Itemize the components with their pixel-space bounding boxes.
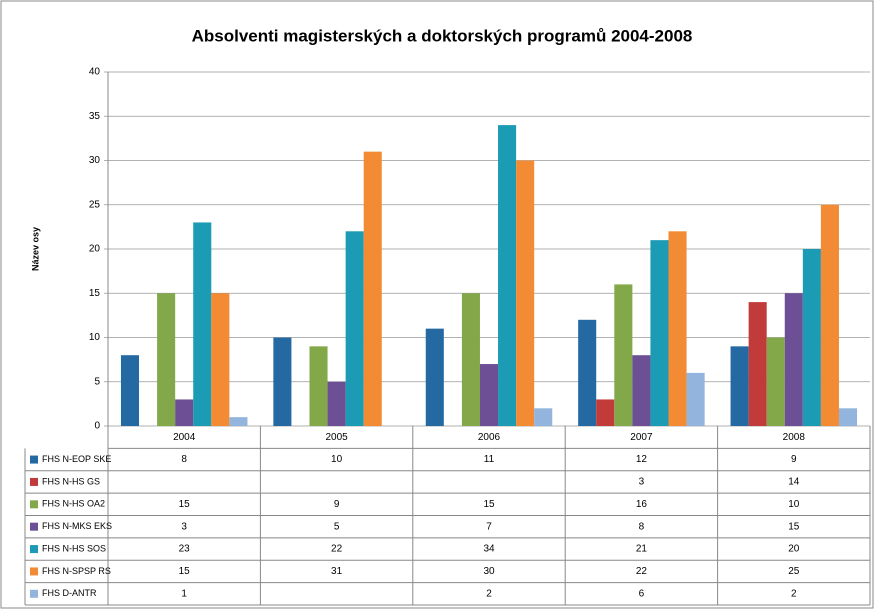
y-tick-label: 30 [89, 155, 101, 166]
legend-label: FHS N-MKS EKS [42, 521, 112, 531]
table-value: 8 [181, 454, 187, 465]
table-value: 9 [791, 454, 797, 465]
y-tick-label: 25 [89, 199, 101, 210]
bar [273, 337, 292, 426]
table-value: 12 [636, 454, 648, 465]
legend-key [30, 455, 38, 464]
table-value: 6 [639, 588, 645, 599]
bar [650, 240, 669, 426]
y-tick-label: 35 [89, 111, 101, 122]
legend-key [30, 567, 38, 576]
table-value: 31 [331, 566, 343, 577]
bar [578, 319, 597, 426]
y-axis-label: Název osy [30, 227, 40, 271]
bar [229, 417, 248, 426]
y-tick-label: 20 [89, 244, 101, 255]
legend-key [30, 477, 38, 486]
bar [498, 125, 517, 426]
x-tick-label: 2008 [783, 432, 806, 443]
table-value: 16 [636, 499, 648, 510]
table-value: 11 [484, 454, 495, 465]
bar [327, 381, 346, 426]
y-tick-label: 5 [94, 376, 100, 387]
bar [461, 293, 480, 426]
table-value: 34 [483, 544, 495, 555]
legend-key [30, 589, 38, 598]
table-value: 14 [788, 477, 800, 488]
bar [614, 284, 633, 426]
legend-label: FHS N-HS OA2 [42, 499, 105, 509]
bar [479, 364, 499, 426]
table-value: 5 [334, 521, 340, 532]
table-value: 10 [331, 454, 343, 465]
legend-label: FHS N-HS SOS [42, 543, 106, 553]
table-value: 30 [483, 566, 495, 577]
table-value: 3 [639, 477, 645, 488]
table-value: 15 [179, 566, 191, 577]
table-value: 15 [179, 499, 191, 510]
x-tick-label: 2006 [478, 432, 501, 443]
y-tick-label: 40 [89, 67, 101, 78]
legend-label: FHS N-EOP SKE [42, 454, 111, 464]
table-value: 15 [788, 521, 800, 532]
legend-label: FHS N-SPSP RS [42, 566, 111, 576]
table-value: 22 [331, 544, 343, 555]
legend-key [30, 522, 38, 531]
y-tick-label: 10 [89, 332, 101, 343]
bar [820, 204, 839, 426]
bar [534, 408, 553, 426]
x-tick-label: 2005 [325, 432, 348, 443]
legend-label: FHS N-HS GS [42, 476, 100, 486]
table-value: 21 [636, 544, 648, 555]
bar [802, 249, 821, 426]
legend-key [30, 545, 38, 554]
table-value: 22 [636, 566, 648, 577]
bar [596, 399, 615, 426]
bar [309, 346, 328, 426]
x-tick-label: 2004 [173, 432, 196, 443]
y-tick-label: 15 [89, 288, 101, 299]
bar [668, 231, 687, 426]
bar [120, 355, 140, 426]
bar [425, 328, 444, 426]
table-value: 10 [788, 499, 800, 510]
legend-key [30, 500, 38, 509]
x-tick-label: 2007 [630, 432, 653, 443]
bar [175, 399, 194, 426]
table-value: 8 [639, 521, 645, 532]
table-value: 2 [486, 588, 492, 599]
bar [516, 160, 535, 426]
bar [766, 337, 785, 426]
table-value: 3 [181, 521, 187, 532]
bar [838, 408, 858, 426]
table-value: 9 [334, 499, 340, 510]
bar [748, 302, 767, 426]
bar [363, 151, 382, 426]
legend-label: FHS D-ANTR [42, 588, 97, 598]
bar [345, 231, 364, 426]
table-value: 23 [179, 544, 191, 555]
table-value: 2 [791, 588, 797, 599]
bar [193, 222, 212, 426]
bar [632, 355, 651, 426]
bar [211, 293, 230, 426]
bar [157, 293, 176, 426]
table-value: 25 [788, 566, 800, 577]
bar [686, 372, 705, 426]
y-tick-label: 0 [94, 421, 100, 432]
table-value: 7 [486, 521, 492, 532]
bar [784, 293, 803, 426]
table-value: 15 [483, 499, 495, 510]
chart-title: Absolventi magisterských a doktorských p… [192, 26, 693, 45]
bar [730, 346, 749, 426]
table-value: 1 [181, 588, 187, 599]
table-value: 20 [788, 544, 800, 555]
